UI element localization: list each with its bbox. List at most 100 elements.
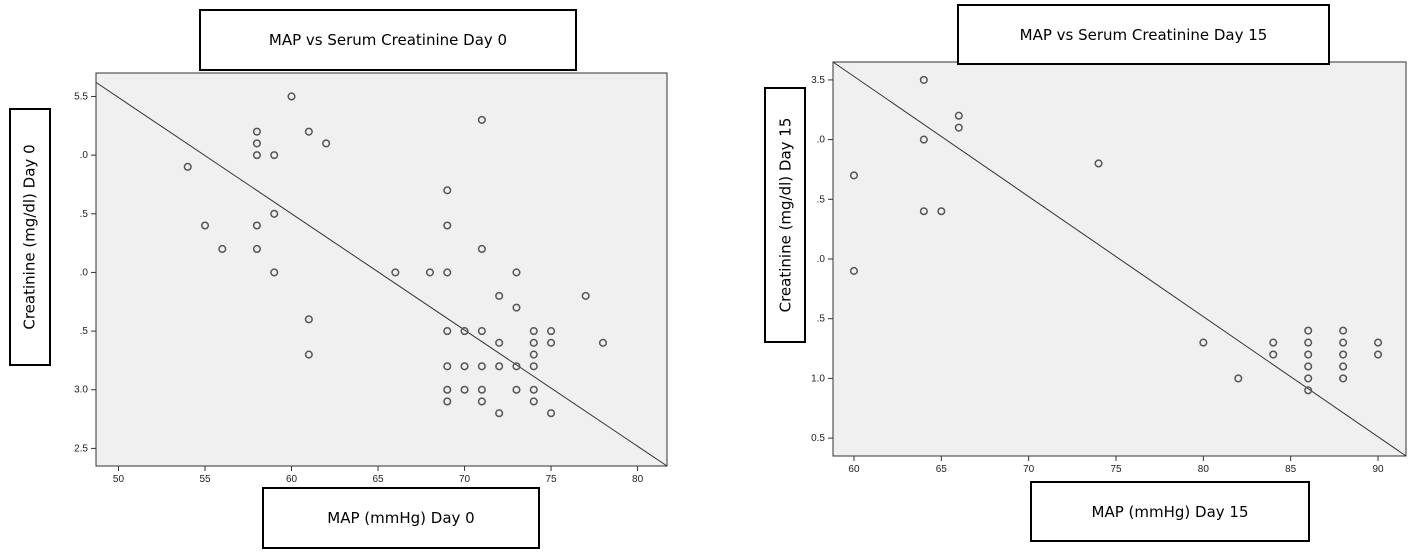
chart-1-y-tick-label: .5 <box>80 209 89 220</box>
chart-1-data-point <box>495 291 504 300</box>
chart-2-y-axis-label-text: Creatinine (mg/dl) Day 15 <box>776 117 794 313</box>
chart-2-y-tick-label: .0 <box>817 135 826 146</box>
chart-1-fit-line <box>95 81 668 467</box>
chart-1-data-point <box>425 268 434 277</box>
chart-1-data-point <box>529 350 538 359</box>
chart-1-y-tick-label: .0 <box>80 150 89 161</box>
chart-2-data-point <box>919 135 928 144</box>
chart-1-data-point <box>460 362 469 371</box>
chart-2-x-tick-label: 70 <box>1023 464 1035 475</box>
chart-1-data-point <box>252 151 261 160</box>
chart-1-data-point <box>477 244 486 254</box>
chart-1-data-point <box>443 385 452 394</box>
chart-1-data-point <box>495 362 504 371</box>
chart-2-data-point <box>919 207 928 216</box>
chart-2-data-point <box>849 171 859 180</box>
chart-1-data-point <box>547 338 556 347</box>
chart-2-x-tick-label: 75 <box>1110 464 1122 475</box>
chart-2-data-point <box>849 266 859 275</box>
chart-1-y-axis-label: Creatinine (mg/dl) Day 0 <box>9 108 51 366</box>
chart-2-title-text: MAP vs Serum Creatinine Day 15 <box>1019 25 1268 44</box>
chart-2-y-tick-label: 3.5 <box>811 75 825 86</box>
chart-2-data-point <box>954 123 963 132</box>
chart-1-y-tick-label: 3.0 <box>74 385 88 396</box>
chart-2-y-tick-label: .5 <box>817 194 826 205</box>
chart-1-data-point <box>443 268 452 277</box>
chart-1-data-point <box>252 221 261 230</box>
chart-2-data-point <box>1304 374 1313 383</box>
chart-1-y-tick-label: .5 <box>80 326 89 337</box>
chart-2-data-point <box>1304 386 1313 395</box>
chart-1-data-point <box>529 338 538 347</box>
chart-1-data-point <box>218 244 227 254</box>
chart-1-data-point <box>529 385 538 394</box>
chart-2-data-point <box>1304 362 1313 371</box>
chart-2-x-axis-label-text: MAP (mmHg) Day 15 <box>1091 502 1249 521</box>
chart-2-data-point <box>1234 374 1243 383</box>
chart-1-data-point <box>477 397 486 406</box>
chart-2-x-axis-label: MAP (mmHg) Day 15 <box>1030 481 1310 542</box>
chart-1-data-point <box>391 268 400 277</box>
chart-2-data-point <box>1339 326 1348 335</box>
chart-2-fit-line <box>832 61 1407 457</box>
chart-1-data-point <box>443 221 452 230</box>
chart-2-data-point <box>1373 350 1383 359</box>
chart-2-x-tick-label: 65 <box>936 464 948 475</box>
chart-2-data-point <box>1339 374 1348 383</box>
chart-1-y-tick-label: 2.5 <box>74 443 88 454</box>
chart-1-data-point <box>200 221 210 230</box>
chart-1-data-point <box>512 268 521 277</box>
chart-1-y-tick-label: .0 <box>80 267 89 278</box>
chart-1-x-tick-label: 80 <box>632 474 644 485</box>
chart-1-data-point <box>529 362 538 371</box>
chart-1-x-tick-label: 60 <box>286 474 298 485</box>
chart-2-x-tick-label: 80 <box>1198 464 1210 475</box>
chart-1-y-tick-label: 5.5 <box>74 91 88 102</box>
chart-1-data-point <box>529 397 538 406</box>
chart-2-data-point <box>954 111 963 120</box>
chart-1-x-tick-label: 55 <box>199 474 211 485</box>
chart-1-x-tick-label: 65 <box>372 474 384 485</box>
chart-1-data-point <box>512 385 521 394</box>
chart-1-x-axis-label-text: MAP (mmHg) Day 0 <box>327 509 475 527</box>
chart-1-data-point <box>477 327 486 336</box>
chart-2-x-tick-label: 90 <box>1372 464 1384 475</box>
chart-1-data-point <box>183 162 192 171</box>
chart-1-data-point <box>322 139 331 148</box>
chart-1-data-point <box>252 244 261 254</box>
chart-1-data-point <box>270 268 279 277</box>
chart-1-data-point <box>581 291 590 300</box>
chart-2-title: MAP vs Serum Creatinine Day 15 <box>957 4 1330 65</box>
chart-1-data-point <box>304 127 313 136</box>
chart-1-data-point <box>443 397 452 406</box>
chart-1-data-point <box>495 338 504 347</box>
chart-2-data-point <box>1339 362 1348 371</box>
chart-1-data-point <box>443 362 452 371</box>
chart-1-data-point <box>304 350 313 359</box>
chart-1-data-point <box>443 327 452 336</box>
chart-1-data-point <box>547 409 556 418</box>
chart-1-data-point <box>495 409 504 418</box>
chart-1-x-tick-label: 50 <box>113 474 125 485</box>
chart-1-data-point <box>477 362 486 371</box>
chart-1-title-text: MAP vs Serum Creatinine Day 0 <box>268 31 508 49</box>
chart-1-data-point <box>270 151 279 160</box>
chart-2-x-tick-label: 85 <box>1285 464 1297 475</box>
chart-1-x-tick-label: 75 <box>546 474 558 485</box>
chart-2-y-tick-label: 1.0 <box>811 373 825 384</box>
chart-1-data-point <box>252 139 261 148</box>
chart-2-data-point <box>1304 326 1313 335</box>
chart-1-data-point <box>477 385 486 394</box>
chart-1-data-point <box>512 362 521 371</box>
chart-2-data-point <box>1373 338 1383 347</box>
chart-1-data-point <box>477 115 486 124</box>
chart-1-title: MAP vs Serum Creatinine Day 0 <box>199 9 577 71</box>
chart-1-data-point <box>512 303 521 312</box>
chart-1-x-tick-label: 70 <box>459 474 471 485</box>
chart-1-y-axis-label-text: Creatinine (mg/dl) Day 0 <box>21 144 39 330</box>
chart-2-data-point <box>1094 159 1103 168</box>
chart-1-data-point <box>529 327 538 336</box>
chart-2-y-tick-label: .0 <box>817 254 826 265</box>
chart-1-data-point <box>443 186 452 195</box>
